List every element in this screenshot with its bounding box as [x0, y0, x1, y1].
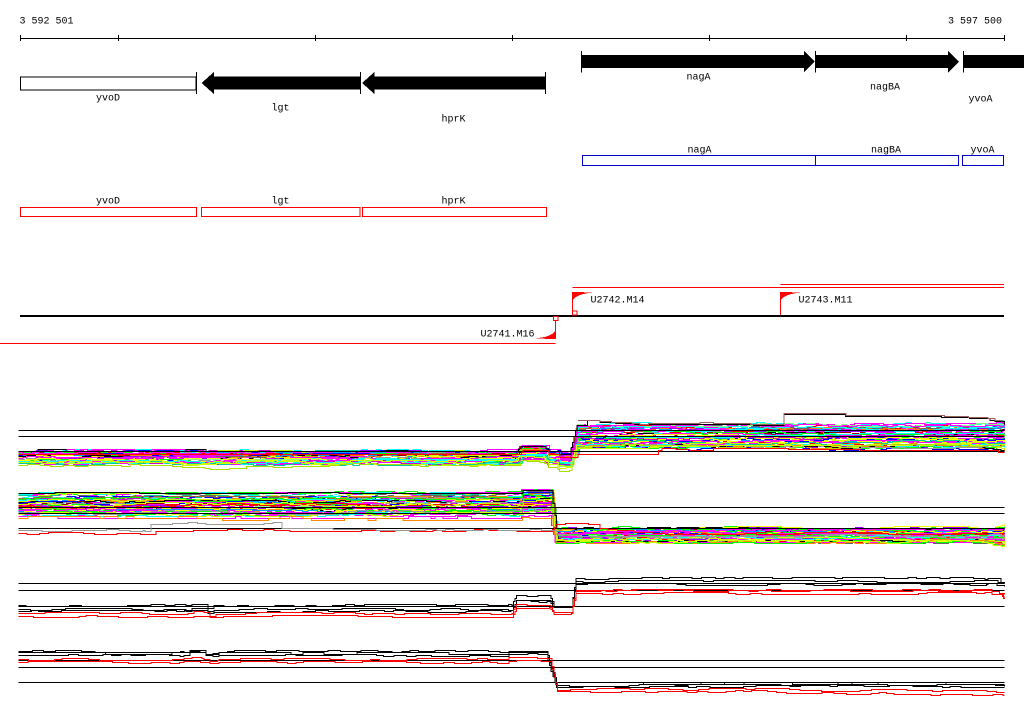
svg-text:lgt: lgt — [272, 196, 290, 208]
svg-text:hprK: hprK — [442, 114, 466, 126]
svg-text:U2742.M14: U2742.M14 — [591, 296, 645, 307]
svg-text:lgt: lgt — [272, 103, 290, 115]
svg-text:U2741.M16: U2741.M16 — [481, 330, 535, 341]
svg-text:nagBA: nagBA — [871, 146, 901, 157]
svg-text:3 592 501: 3 592 501 — [20, 17, 74, 28]
svg-text:hprK: hprK — [442, 196, 466, 208]
svg-text:yvoA: yvoA — [969, 95, 993, 106]
svg-text:nagA: nagA — [688, 146, 712, 157]
svg-text:U2743.M11: U2743.M11 — [799, 296, 853, 307]
svg-text:yvoD: yvoD — [96, 197, 120, 208]
svg-text:yvoA: yvoA — [971, 146, 995, 157]
svg-text:nagA: nagA — [687, 73, 711, 84]
svg-text:yvoD: yvoD — [96, 94, 120, 105]
svg-text:3 597 500: 3 597 500 — [948, 17, 1002, 28]
svg-text:nagBA: nagBA — [870, 83, 900, 94]
